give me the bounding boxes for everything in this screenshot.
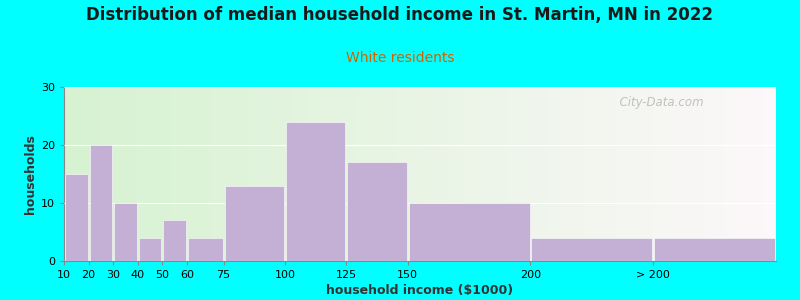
Text: City-Data.com: City-Data.com — [612, 96, 704, 109]
Bar — [163, 220, 186, 261]
Bar — [286, 122, 346, 261]
Bar — [654, 238, 775, 261]
Y-axis label: households: households — [24, 134, 37, 214]
Bar — [531, 238, 652, 261]
Text: White residents: White residents — [346, 51, 454, 65]
Bar — [409, 203, 530, 261]
Bar — [347, 162, 406, 261]
Bar — [65, 174, 87, 261]
Bar — [138, 238, 162, 261]
Bar — [90, 145, 112, 261]
Bar — [188, 238, 222, 261]
X-axis label: household income ($1000): household income ($1000) — [326, 284, 514, 297]
Bar — [114, 203, 137, 261]
Text: Distribution of median household income in St. Martin, MN in 2022: Distribution of median household income … — [86, 6, 714, 24]
Bar — [225, 186, 284, 261]
